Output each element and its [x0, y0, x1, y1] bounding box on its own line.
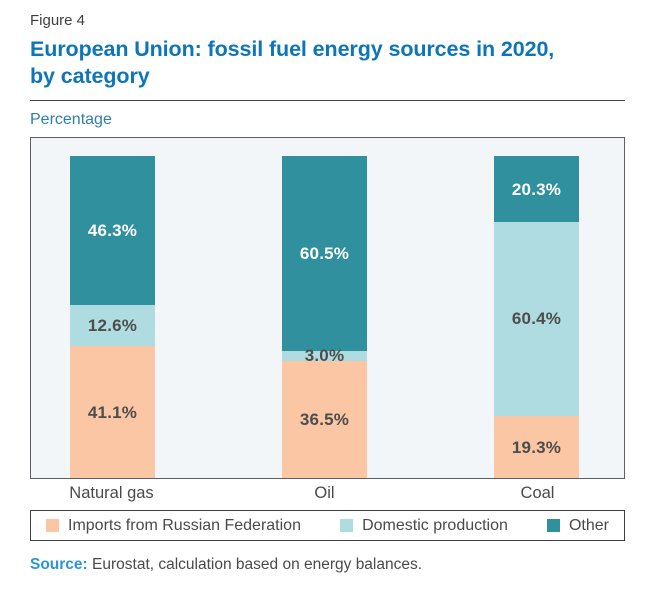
- bar-segment: 12.6%: [70, 305, 155, 347]
- bar-segment: 41.1%: [70, 346, 155, 479]
- legend-item: Imports from Russian Federation: [46, 517, 301, 535]
- bar-value-label: 12.6%: [87, 316, 138, 336]
- legend-item: Domestic production: [340, 517, 508, 535]
- legend-item: Other: [546, 516, 609, 535]
- bar-oil: 36.5% 3.0% 60.5%: [282, 156, 367, 479]
- x-axis-label: Oil: [314, 484, 335, 503]
- legend-swatch-icon: [46, 519, 59, 533]
- bar-segment: 60.5%: [282, 156, 367, 352]
- bar-natural-gas: 41.1% 12.6% 46.3%: [70, 156, 155, 479]
- legend-label: Imports from Russian Federation: [68, 516, 301, 534]
- y-axis-unit-label: Percentage: [30, 111, 112, 129]
- plot-area: 41.1% 12.6% 46.3% 36.5% 3.0% 60.5% 19.3% 60.4% 2…: [30, 137, 625, 480]
- bar-segment: 20.3%: [494, 156, 579, 222]
- bar-segment: 60.4%: [494, 221, 579, 417]
- bar-segment: 3.0%: [282, 347, 367, 364]
- chart-legend: Imports from Russian Federation Domestic …: [30, 510, 625, 542]
- legend-label: Domestic production: [362, 516, 508, 534]
- bar-segment: 46.3%: [70, 156, 155, 306]
- title-divider: [30, 100, 625, 102]
- chart-title-line2: by category: [30, 63, 150, 88]
- bar-segment: 36.5%: [282, 360, 367, 479]
- chart-title: European Union: fossil fuel energy sourc…: [30, 36, 625, 89]
- x-axis-label: Natural gas: [69, 484, 154, 503]
- x-axis-label: Coal: [520, 484, 555, 503]
- bar-value-label: 41.1%: [87, 402, 138, 422]
- bar-value-label: 46.3%: [87, 221, 138, 241]
- bar-value-label: 3.0%: [304, 346, 345, 366]
- bar-value-label: 20.3%: [511, 179, 562, 199]
- bar-value-label: 60.4%: [511, 309, 562, 329]
- legend-swatch-icon: [340, 519, 354, 533]
- figure-label: Figure 4: [30, 12, 86, 29]
- legend-swatch-icon: [546, 519, 560, 533]
- bar-value-label: 36.5%: [299, 410, 350, 430]
- bar-segment: 19.3%: [494, 416, 579, 479]
- bar-value-label: 60.5%: [299, 244, 350, 264]
- plot-bars: 41.1% 12.6% 46.3% 36.5% 3.0% 60.5% 19.3% 60.4% 2…: [31, 138, 624, 479]
- bar-coal: 19.3% 60.4% 20.3%: [494, 156, 579, 479]
- chart-title-line1: European Union: fossil fuel energy sourc…: [30, 37, 555, 61]
- source-text: Eurostat, calculation based on energy ba…: [87, 556, 423, 574]
- source-label: Source:: [30, 556, 88, 574]
- x-axis-labels: Natural gas Oil Coal: [30, 479, 625, 506]
- source-note: Source: Eurostat, calculation based on e…: [30, 556, 625, 574]
- bar-value-label: 19.3%: [511, 437, 562, 457]
- legend-label: Other: [568, 516, 609, 534]
